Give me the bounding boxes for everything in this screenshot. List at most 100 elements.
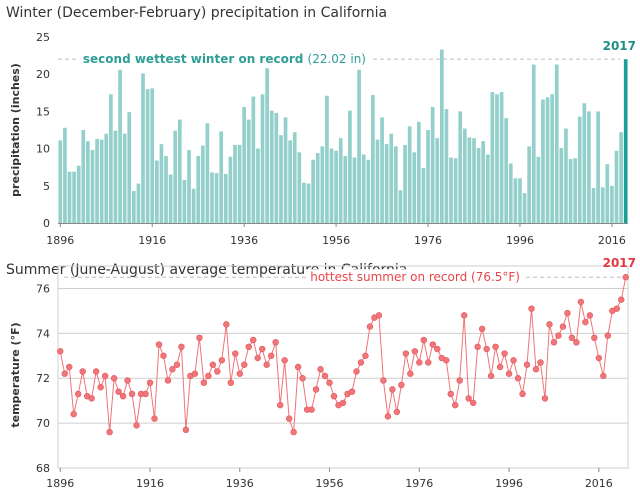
data-point [425,359,432,366]
highlight-year-label: 2017 [603,256,636,270]
bar [518,178,522,223]
data-point [564,309,571,317]
y-tick-label: 70 [36,417,50,430]
x-tick-label: 1896 [46,477,74,490]
data-point [110,375,118,382]
bar [343,156,348,223]
bar [398,190,403,223]
bar [210,172,214,223]
data-point [416,359,423,366]
bar [394,146,398,223]
x-tick-label: 1996 [495,477,523,490]
annotation-background [78,51,370,68]
data-point [380,377,387,384]
data-point [227,379,234,386]
data-point [312,386,320,393]
bar [371,95,375,223]
bar [559,147,564,223]
data-point [591,334,598,342]
data-point [478,325,486,333]
bar [541,99,545,223]
data-point [57,348,64,355]
bar [545,97,550,223]
bar [531,64,536,223]
bar [132,191,136,223]
data-point [92,368,100,375]
data-point [568,334,576,342]
bar [90,150,95,223]
bar [444,109,449,223]
bar [513,178,518,223]
bar [334,150,338,223]
bar [426,130,430,223]
y-tick-label: 25 [36,31,50,44]
bar [352,157,357,223]
data-point [460,312,468,319]
bar [154,160,159,223]
bar [81,130,86,223]
data-point [241,361,248,368]
bar [329,148,334,223]
data-point [101,372,109,380]
x-tick-label: 1936 [230,234,258,247]
data-point [487,372,495,380]
bar [435,138,440,223]
data-point [546,321,553,328]
data-point [613,305,620,312]
bar [177,119,182,223]
data-point [375,312,383,319]
data-point [362,352,369,359]
data-point [267,352,275,359]
bar [191,188,196,223]
bar [214,173,219,223]
series-line [59,277,627,433]
data-point [573,339,580,346]
bar [417,121,421,223]
bar [196,156,201,223]
data-point [173,361,181,368]
data-point [214,368,221,375]
data-point [61,370,68,377]
x-tick-label: 1956 [316,477,344,490]
data-point [115,388,122,395]
y-tick-label: 10 [36,143,50,156]
bar [274,112,279,223]
data-point [196,334,203,342]
bar [564,128,568,223]
data-point [66,363,73,371]
bar-highlight [623,59,628,223]
data-point [469,399,477,407]
bar [173,130,178,223]
bar [168,174,173,223]
data-point [106,428,113,436]
bar [499,92,504,223]
bar [375,139,380,223]
data-point [119,392,127,400]
bar [338,138,343,223]
data-point [514,375,522,382]
data-point [155,341,163,348]
record-annotation-text: second wettest winter on record [83,52,308,66]
data-point [604,332,612,339]
data-point [519,390,526,398]
data-point [74,390,82,398]
bar [269,110,274,223]
bar [150,88,155,223]
data-point [429,341,436,348]
data-point [272,339,279,346]
data-point [618,296,625,303]
record-annotation: hottest summer on record (76.5°F) [310,270,520,284]
data-point [245,343,252,351]
data-point [236,370,243,377]
data-point [559,323,567,330]
bar [141,73,145,224]
bar [462,128,467,223]
bar [325,95,329,223]
data-point [353,368,360,375]
bar [380,117,384,223]
x-tick-label: 2016 [598,234,626,247]
bar [279,135,283,223]
data-point [205,372,212,380]
winter-precipitation-chart: 0 5 10 15 20 25 1896 1916 1936 1956 1976 1996 2016 pr… [9,31,636,247]
data-point [393,408,401,416]
